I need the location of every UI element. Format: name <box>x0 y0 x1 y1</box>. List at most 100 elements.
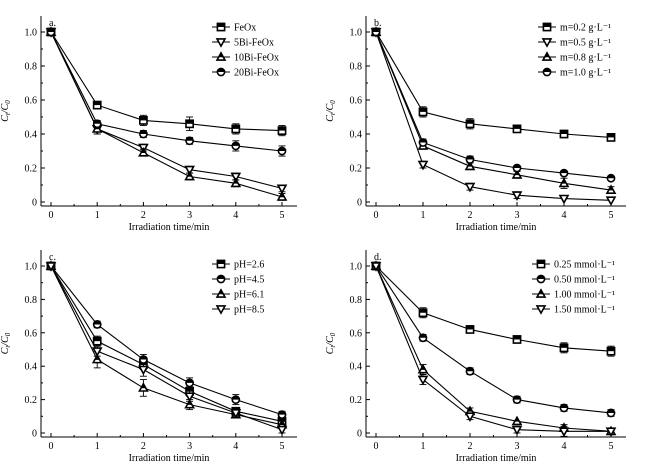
data-point-fill <box>513 164 521 168</box>
y-axis-title: Ct/C0 <box>325 100 337 122</box>
data-point-fill <box>466 325 474 330</box>
data-point <box>511 425 523 436</box>
data-point-fill <box>560 169 568 174</box>
x-tick-label: 0 <box>374 210 379 221</box>
y-tick-label: 0.4 <box>25 130 38 141</box>
data-point-fill <box>513 125 521 129</box>
series-line <box>50 31 283 132</box>
x-tick-label: 0 <box>374 441 379 452</box>
legend-label: 0.25 mmol·L⁻¹ <box>554 260 615 271</box>
y-tick-label: 0.4 <box>350 362 363 373</box>
y-tick-label: 0.8 <box>25 62 38 73</box>
legend-entry: 1.00 mmol·L⁻¹ <box>532 288 615 301</box>
y-tick-label: 0 <box>32 429 37 440</box>
legend-label: 1.00 mmol·L⁻¹ <box>554 290 615 301</box>
data-point-fill <box>421 365 425 370</box>
series-line <box>50 265 283 422</box>
data-point-fill <box>560 130 568 134</box>
data-point-fill <box>47 28 55 32</box>
x-axis-title: Irradiation time/min <box>129 222 210 233</box>
legend-entry: m=1.0 g·L⁻¹ <box>538 68 611 79</box>
data-point-fill <box>186 379 194 383</box>
x-tick-label: 5 <box>280 441 285 452</box>
series-line <box>50 31 283 198</box>
legend-label: FeOx <box>234 23 256 34</box>
data-point-fill <box>466 155 474 160</box>
data-point-fill <box>93 120 101 124</box>
data-point-fill <box>468 407 472 412</box>
legend-entry: pH=6.1 <box>212 288 264 301</box>
legend-label: pH=8.5 <box>234 305 264 316</box>
data-point-fill <box>607 347 615 352</box>
y-tick-label: 0.4 <box>350 130 363 141</box>
legend-marker-fill <box>543 23 551 27</box>
x-tick-label: 1 <box>95 441 100 452</box>
data-point-fill <box>232 396 240 400</box>
data-point <box>558 194 570 205</box>
data-point-fill <box>513 335 521 340</box>
y-tick-label: 0.2 <box>350 395 363 406</box>
data-point-fill <box>560 344 568 348</box>
series-4 <box>370 262 617 438</box>
data-point-fill <box>186 387 194 392</box>
legend-entry: 0.25 mmol·L⁻¹ <box>532 260 615 271</box>
series-3 <box>370 260 617 436</box>
series-4 <box>46 27 287 157</box>
data-point-fill <box>515 170 519 176</box>
x-tick-label: 4 <box>562 441 567 452</box>
legend-label: m=0.2 g·L⁻¹ <box>560 23 611 34</box>
y-tick-label: 1.0 <box>350 28 363 39</box>
y-tick-label: 0.6 <box>25 96 38 107</box>
y-tick-label: 0.2 <box>25 164 38 175</box>
x-tick-label: 2 <box>141 441 146 452</box>
data-point-fill <box>141 148 146 153</box>
x-tick-label: 2 <box>468 210 473 221</box>
chart-panel-1: 0 0.2 0.4 0.6 0.8 1.0 0 1 2 3 4 5 Irradiation time/m… <box>0 16 297 233</box>
x-tick-label: 1 <box>421 210 426 221</box>
panel-label: a. <box>49 18 56 29</box>
legend-label: 10Bi-FeOx <box>234 53 279 64</box>
x-tick-label: 4 <box>562 210 567 221</box>
x-tick-label: 0 <box>49 441 54 452</box>
series-2 <box>371 261 616 418</box>
x-tick-label: 3 <box>515 210 520 221</box>
y-tick-label: 0.8 <box>25 295 38 306</box>
data-point-fill <box>139 355 147 360</box>
legend-marker-fill <box>219 289 223 295</box>
legend-entry: m=0.8 g·L⁻¹ <box>538 51 611 64</box>
x-tick-label: 3 <box>187 210 192 221</box>
data-point-fill <box>139 116 147 121</box>
data-point <box>417 375 429 386</box>
legend-label: m=0.5 g·L⁻¹ <box>560 38 611 49</box>
legend-entry: 20Bi-FeOx <box>212 68 279 79</box>
series-line <box>375 31 612 191</box>
series-line <box>375 31 612 179</box>
legend-marker-fill <box>537 275 545 279</box>
data-point-fill <box>232 125 240 129</box>
data-point-fill <box>186 120 194 124</box>
x-tick-label: 2 <box>468 441 473 452</box>
series-3 <box>45 26 288 201</box>
legend-label: 1.50 mmol·L⁻¹ <box>554 305 615 316</box>
data-point-fill <box>186 137 194 141</box>
data-point-fill <box>607 409 615 413</box>
legend-marker-fill <box>217 275 225 279</box>
data-point-fill <box>419 334 427 338</box>
x-tick-label: 5 <box>280 210 285 221</box>
series-1 <box>46 27 287 137</box>
panel-label: d. <box>374 252 382 263</box>
series-4 <box>45 262 288 436</box>
legend-entry: 0.50 mmol·L⁻¹ <box>532 275 615 286</box>
data-point-fill <box>466 120 474 124</box>
x-tick-label: 3 <box>515 441 520 452</box>
x-tick-label: 1 <box>421 441 426 452</box>
data-point-fill <box>187 172 192 177</box>
data-point <box>605 427 617 438</box>
legend-marker <box>215 38 227 48</box>
data-point-fill <box>95 355 100 360</box>
data-point-fill <box>419 138 427 143</box>
x-tick-label: 3 <box>187 441 192 452</box>
series-line <box>50 265 283 416</box>
legend-marker-fill <box>537 260 545 264</box>
